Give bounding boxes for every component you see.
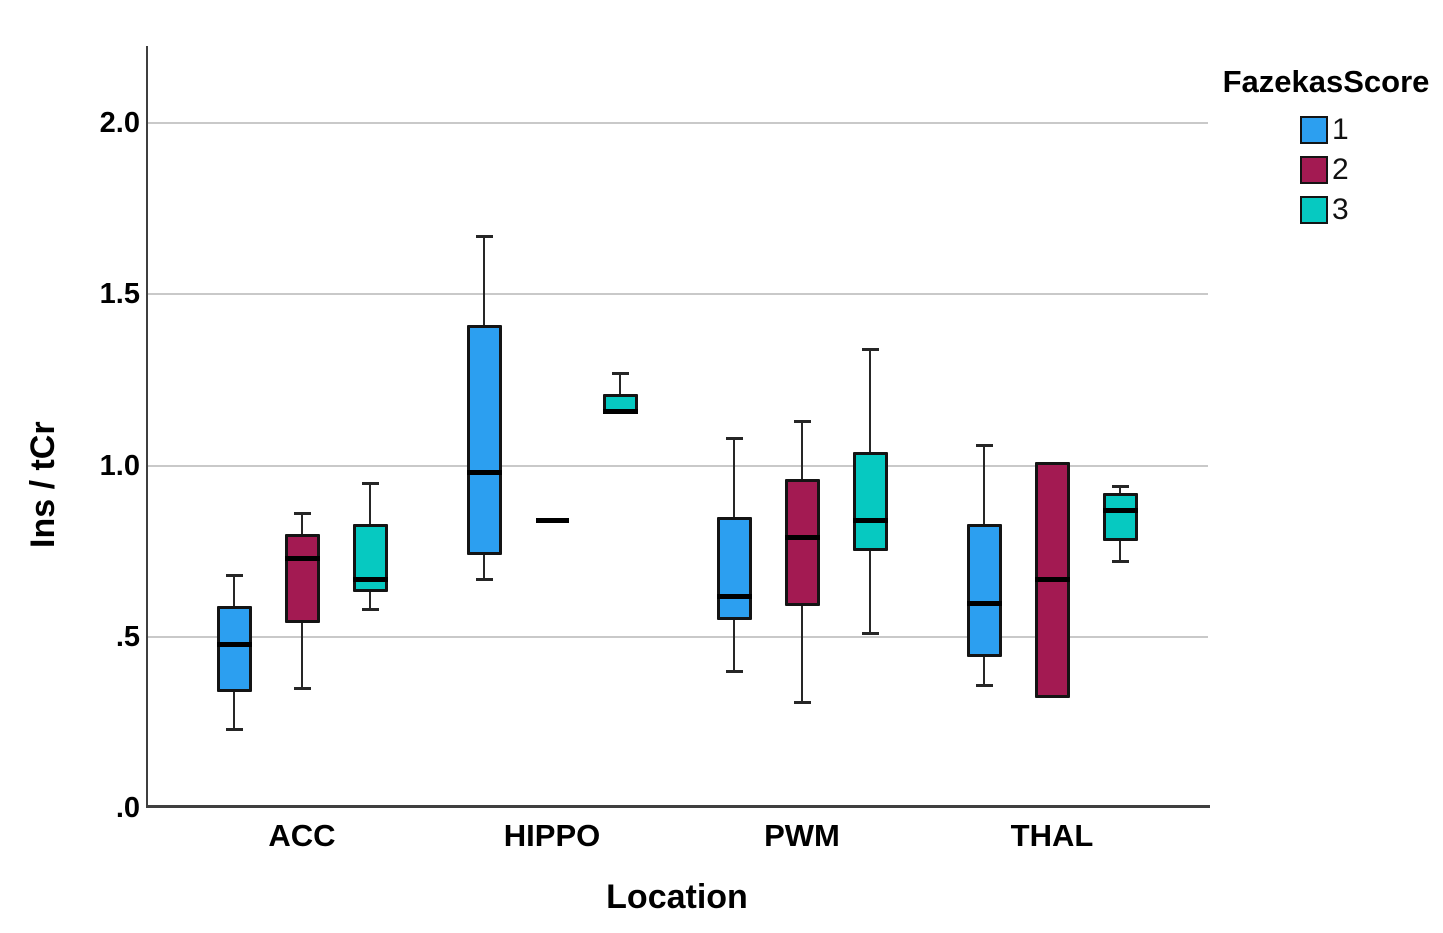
median-only-line [535, 518, 569, 524]
whisker-cap [293, 687, 311, 691]
whisker-cap [611, 372, 629, 376]
box [466, 325, 502, 555]
y-axis-title: Ins / tCr [24, 421, 62, 549]
whisker-cap [361, 481, 379, 485]
whisker [301, 623, 303, 689]
legend-swatch-icon [1300, 156, 1328, 184]
whisker-cap [725, 670, 743, 673]
whisker-cap [975, 683, 993, 687]
legend: FazekasScore 1 2 3 [1222, 64, 1430, 230]
whisker-cap [225, 728, 243, 732]
median-line [784, 535, 820, 541]
legend-entry: 3 [1222, 190, 1430, 230]
whisker-cap [475, 235, 493, 239]
x-tick-label: PWM [764, 818, 840, 853]
whisker [733, 619, 735, 671]
box [216, 605, 252, 692]
gridline [148, 122, 1208, 124]
box [852, 451, 888, 552]
median-line [716, 593, 752, 599]
legend-entry-label: 1 [1332, 113, 1349, 146]
whisker-cap [793, 419, 811, 423]
whisker-cap [725, 437, 743, 441]
whisker [369, 482, 371, 524]
x-tick-label: ACC [268, 818, 336, 853]
whisker [983, 444, 985, 524]
box [966, 523, 1002, 658]
median-line [966, 600, 1002, 606]
box [1102, 492, 1138, 541]
median-line [466, 470, 502, 476]
whisker [801, 605, 803, 702]
whisker-cap [861, 348, 879, 352]
whisker [619, 373, 621, 394]
y-tick-label: 2.0 [99, 107, 140, 139]
legend-swatch-icon [1300, 116, 1328, 144]
whisker [1119, 540, 1121, 562]
x-tick-label: THAL [1010, 818, 1094, 853]
box [716, 516, 752, 620]
median-line [1034, 576, 1070, 582]
legend-entry-label: 3 [1332, 193, 1349, 226]
whisker-cap [361, 608, 379, 612]
median-line [216, 641, 252, 647]
legend-entry: 1 [1222, 110, 1430, 150]
legend-title: FazekasScore [1222, 64, 1430, 99]
median-line [852, 518, 888, 524]
y-tick-label: .5 [115, 620, 140, 653]
whisker-cap [225, 574, 243, 578]
median-line [352, 576, 388, 582]
whisker [801, 420, 803, 480]
legend-entry: 2 [1222, 150, 1430, 190]
legend-entries: 1 2 3 [1222, 110, 1430, 230]
whisker [483, 554, 485, 579]
x-tick-label: HIPPO [503, 818, 601, 853]
gridline [148, 635, 1208, 638]
whisker [869, 349, 871, 452]
whisker-cap [1111, 560, 1129, 564]
whisker-cap [861, 632, 879, 636]
whisker [233, 691, 235, 730]
whisker-cap [293, 512, 311, 516]
whisker [483, 236, 485, 326]
box [784, 479, 820, 606]
whisker [733, 438, 735, 517]
box [352, 523, 388, 593]
legend-entry-label: 2 [1332, 153, 1349, 186]
whisker [983, 657, 985, 685]
median-line [284, 555, 320, 561]
median-line [602, 408, 638, 414]
median-line [1102, 508, 1138, 514]
whisker-cap [1111, 485, 1129, 489]
x-axis-title: Location [606, 878, 748, 916]
gridline [148, 464, 1208, 467]
gridline [148, 293, 1208, 296]
whisker [301, 513, 303, 534]
whisker [1119, 486, 1121, 493]
whisker-cap [975, 443, 993, 447]
whisker [369, 592, 371, 610]
y-tick-label: 1.5 [99, 278, 140, 311]
whisker-cap [793, 700, 811, 704]
y-tick-label: .0 [115, 792, 140, 824]
whisker [869, 551, 871, 634]
whisker [233, 575, 235, 606]
box [284, 534, 320, 624]
legend-swatch-icon [1300, 196, 1328, 224]
y-tick-label: 1.0 [99, 449, 140, 482]
plot-area [146, 46, 1210, 808]
whisker-cap [475, 577, 493, 581]
